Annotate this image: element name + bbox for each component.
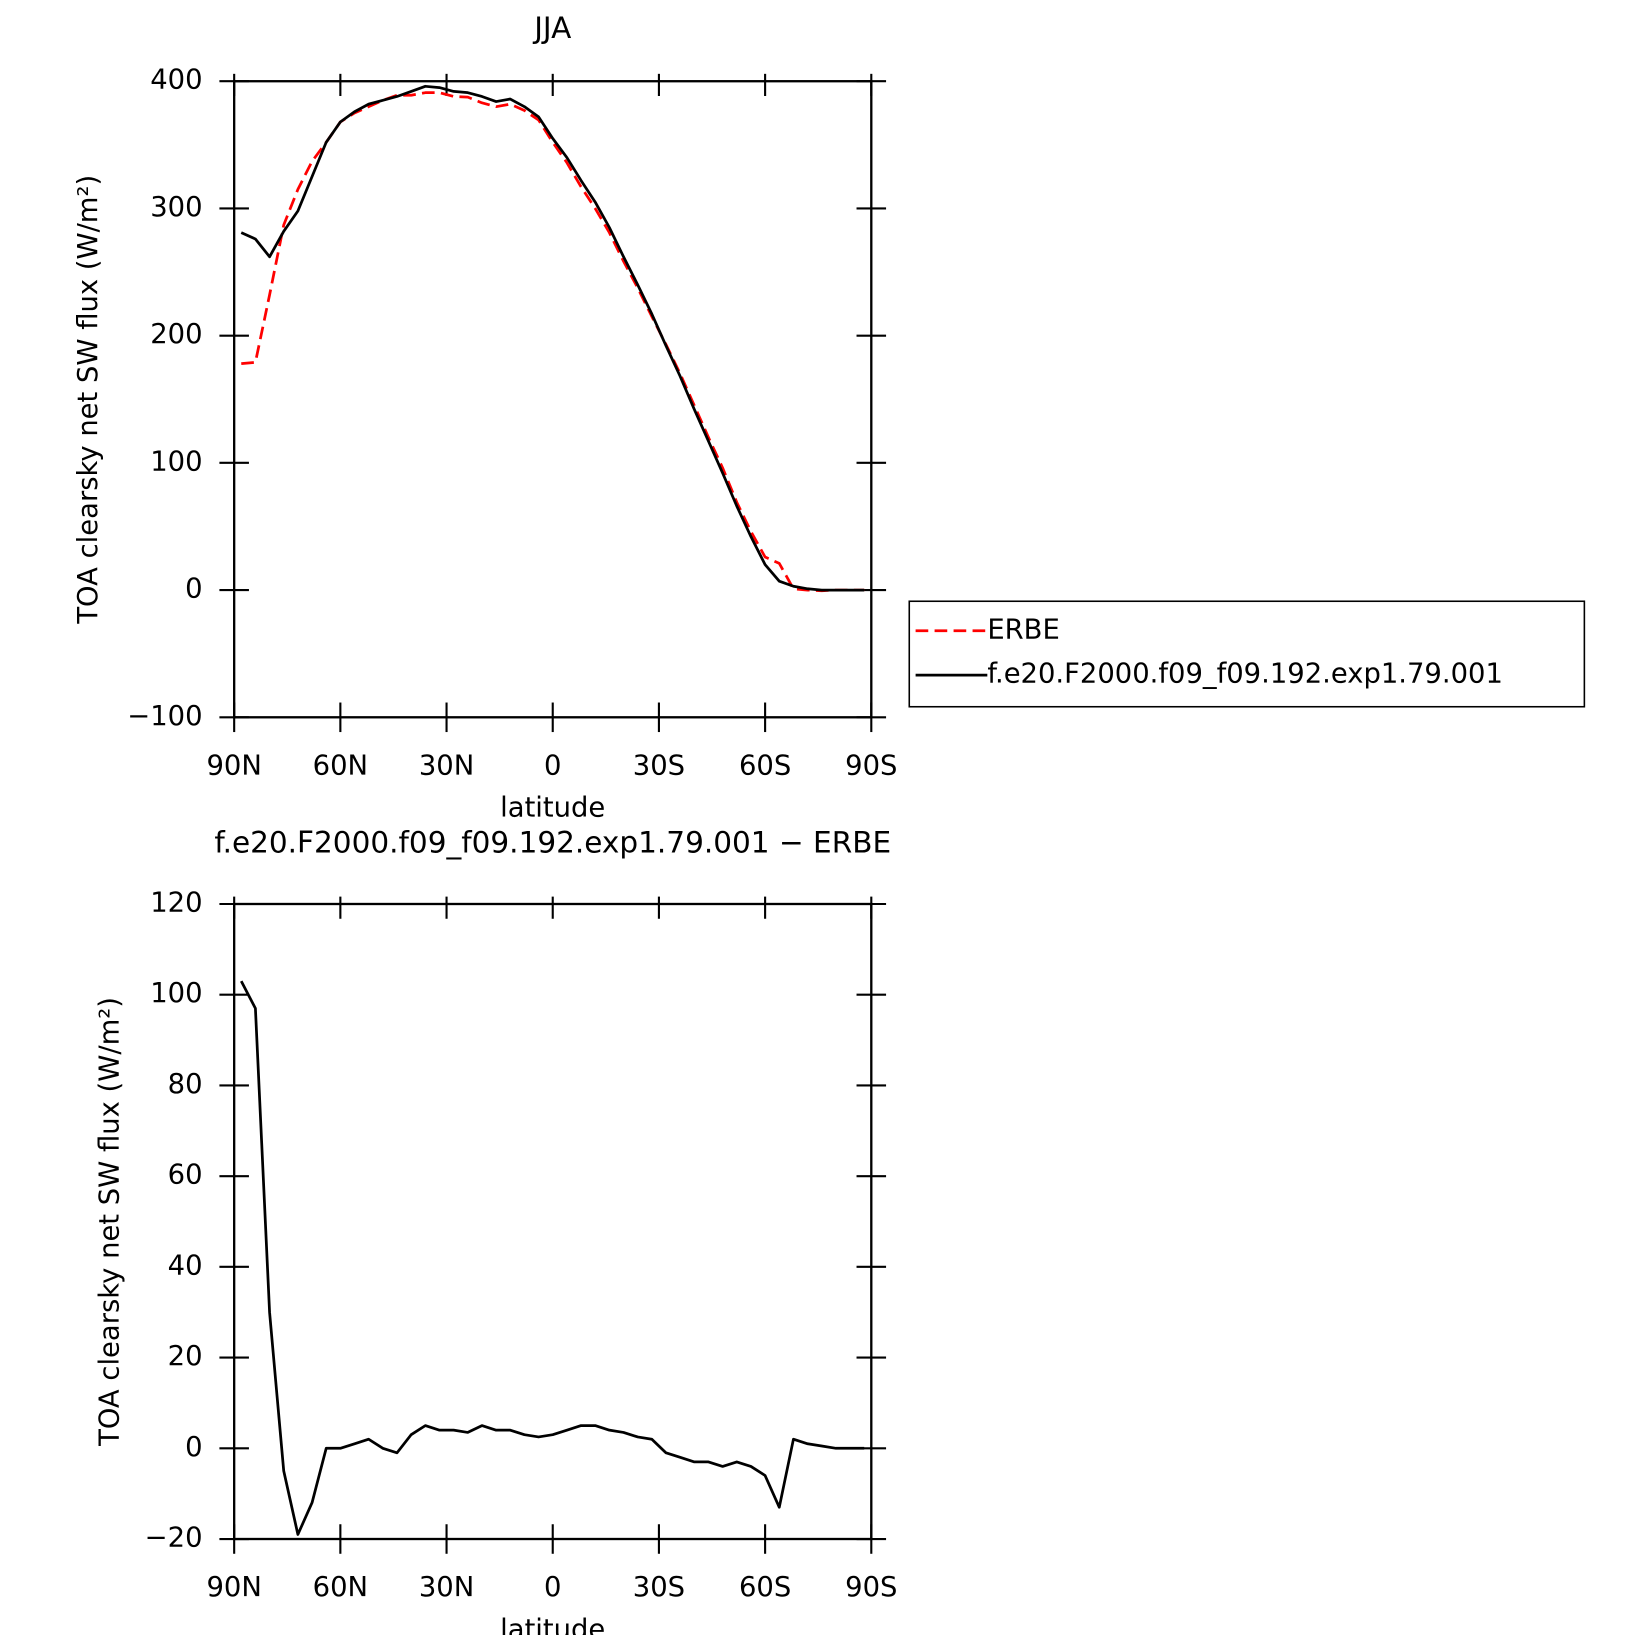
x-tick-label: 90N <box>206 1572 261 1603</box>
y-tick-label: 100 <box>150 978 202 1009</box>
series-line <box>241 91 865 593</box>
x-tick-label: 60S <box>739 750 791 781</box>
y-tick-label: 120 <box>150 887 202 918</box>
y-tick-label: 100 <box>150 446 202 477</box>
y-tick-label: 40 <box>168 1250 203 1281</box>
legend-label: ERBE <box>987 614 1059 645</box>
y-tick-label: 400 <box>150 65 202 96</box>
y-tick-label: 300 <box>150 192 202 223</box>
x-tick-label: 60N <box>313 750 368 781</box>
legend-label: f.e20.F2000.f09_f09.192.exp1.79.001 <box>987 659 1503 690</box>
x-tick-label: 30S <box>633 750 685 781</box>
chart-title: f.e20.F2000.f09_f09.192.exp1.79.001 − ER… <box>214 825 891 859</box>
y-tick-label: 0 <box>185 1432 202 1463</box>
y-tick-label: 20 <box>168 1341 203 1372</box>
x-tick-label: 90N <box>206 750 261 781</box>
plot-frame <box>233 80 873 719</box>
plot-frame <box>233 902 873 1541</box>
x-tick-label: 90S <box>845 1572 897 1603</box>
y-tick-label: 80 <box>168 1069 203 1100</box>
x-tick-label: 90S <box>845 750 897 781</box>
x-tick-label: 0 <box>544 1572 561 1603</box>
x-axis-label: latitude <box>500 793 605 824</box>
y-tick-label: 200 <box>150 319 202 350</box>
x-tick-label: 30S <box>633 1572 685 1603</box>
series-line <box>240 84 865 592</box>
series-line <box>240 980 865 1536</box>
legend-box <box>908 600 1586 708</box>
x-tick-label: 30N <box>419 1572 474 1603</box>
y-tick-label: 0 <box>185 574 202 605</box>
x-tick-label: 0 <box>544 750 561 781</box>
y-tick-label: 60 <box>168 1160 203 1191</box>
x-axis-label: latitude <box>500 1614 605 1635</box>
y-tick-label: −100 <box>127 701 202 732</box>
chart-title: JJA <box>532 11 571 45</box>
y-axis-label: TOA clearsky net SW flux (W/m²) <box>94 997 125 1447</box>
x-tick-label: 60N <box>313 1572 368 1603</box>
y-axis-label: TOA clearsky net SW flux (W/m²) <box>73 175 104 625</box>
x-tick-label: 60S <box>739 1572 791 1603</box>
x-tick-label: 30N <box>419 750 474 781</box>
y-tick-label: −20 <box>145 1523 203 1554</box>
